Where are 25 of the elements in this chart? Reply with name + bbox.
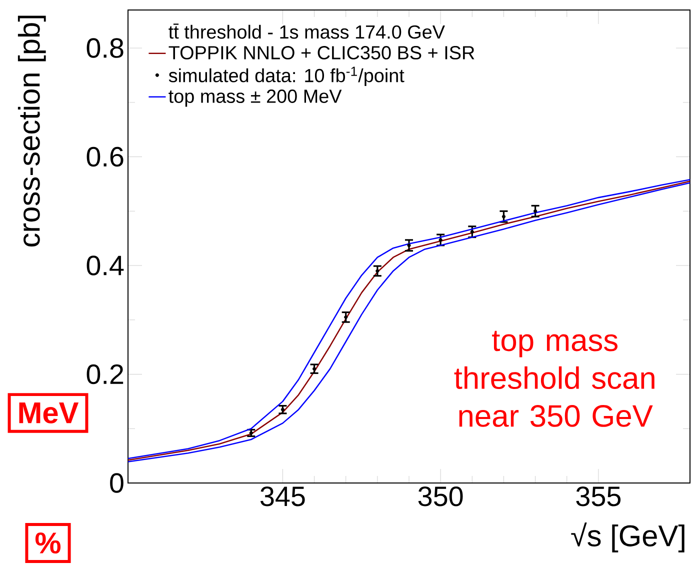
point [438,238,442,242]
point [534,209,538,213]
legend-title: tt̄ threshold - 1s mass 174.0 GeV [168,24,445,39]
x-tick-label: 345 [260,486,305,506]
legend-label: top mass ± 200 MeV [168,90,342,107]
x-tick-label: 350 [418,486,463,506]
y-tick-label: 0.8 [86,38,124,58]
point [407,244,411,248]
annotation: top mass threshold scan near 350 GeV [454,330,654,427]
y-tick-label: 0.4 [86,256,124,276]
y-tick-label: 0 [110,473,124,493]
text: % [35,532,61,554]
y-tick-label: 0.2 [86,364,124,384]
y-tick-label: 0.6 [86,146,124,167]
point [312,367,316,371]
text: MeV [19,402,79,424]
point [344,315,348,319]
legend-label: simulated data: 10 fb$^{-1}$/point [168,66,404,86]
y-axis-title: cross-section [pb] [18,16,46,246]
legend-label: TOPPIK NNLO + CLIC350 BS + ISR [168,46,474,60]
x-axis-title: √s [GeV] [571,522,684,552]
point [502,214,506,218]
point [376,269,380,273]
point [470,230,474,234]
x-tick-label: 355 [576,486,621,506]
